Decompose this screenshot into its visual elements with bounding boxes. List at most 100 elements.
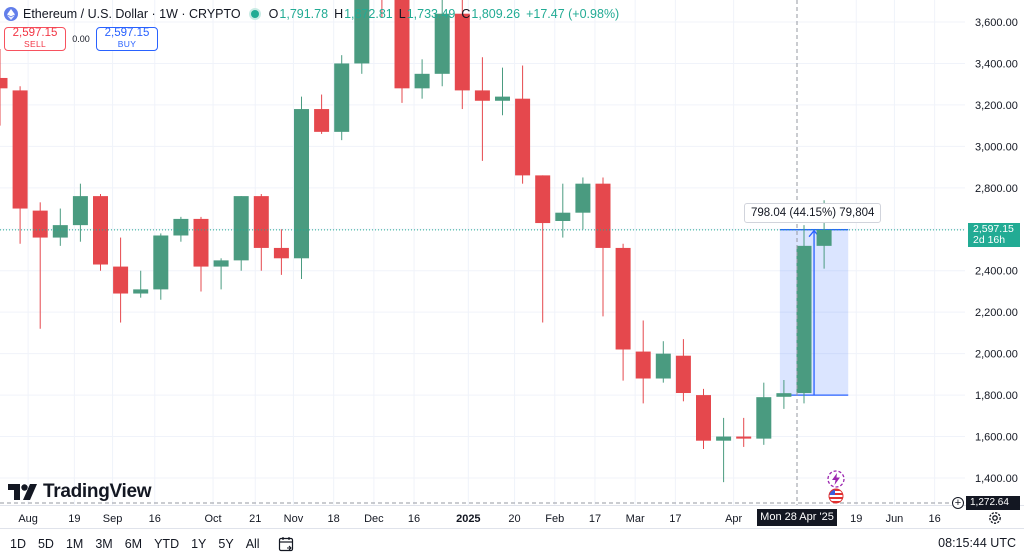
candle-up — [334, 55, 350, 141]
chart-canvas[interactable]: 3,600.00 3,400.00 3,200.00 3,000.00 2,800.00… — [0, 0, 1024, 528]
candle-up — [716, 417, 732, 483]
x-tick-label: 16 — [149, 513, 161, 525]
tradingview-logo[interactable]: TradingView — [8, 481, 152, 503]
candle-down — [515, 65, 531, 184]
candle-body — [555, 212, 571, 221]
y-tick-label: 1,600.00 — [975, 432, 1018, 444]
bar-countdown: 2d 16h — [973, 234, 1006, 246]
utc-clock[interactable]: 08:15:44 UTC — [938, 536, 1016, 550]
timeframe-ytd[interactable]: YTD — [154, 536, 180, 551]
candle-body — [756, 397, 772, 439]
timeframe-1m[interactable]: 1M — [65, 536, 84, 551]
candle-body — [12, 90, 28, 209]
candle-body — [595, 183, 611, 248]
candle-up — [414, 59, 430, 99]
timeframe-6m[interactable]: 6M — [124, 536, 143, 551]
close-value: 1,809.26 — [471, 7, 521, 21]
buy-price: 2,597.15 — [104, 27, 150, 39]
bottom-toolbar: 1D 5D 1M 3M 6M YTD 1Y 5Y All 08:15:44 UT… — [0, 528, 1024, 558]
calendar-icon[interactable] — [278, 536, 294, 552]
us-flag-event-icon[interactable] — [828, 488, 844, 509]
candle-body — [515, 98, 531, 176]
change-value: +17.47 (+0.98%) — [526, 7, 620, 21]
candle-up — [153, 233, 169, 300]
gear-icon[interactable] — [988, 511, 1002, 530]
candle-body — [193, 218, 209, 267]
candle-down — [474, 57, 490, 161]
candle-body — [796, 245, 812, 394]
candle-down — [253, 194, 269, 271]
x-tick-label: 19 — [68, 513, 80, 525]
y-tick-label: 2,800.00 — [975, 183, 1018, 195]
open-label: O — [268, 7, 279, 21]
candle-up — [756, 382, 772, 445]
candle-down — [273, 229, 289, 275]
x-tick-label: 16 — [929, 513, 941, 525]
last-price: 2,597.15 — [973, 223, 1014, 235]
candle-up — [495, 67, 510, 116]
y-tick-label: 2,000.00 — [975, 349, 1018, 361]
grid-lines — [0, 0, 1024, 506]
y-tick-label: 2,200.00 — [975, 307, 1018, 319]
candle-down — [535, 175, 551, 323]
x-tick-label: 17 — [589, 513, 601, 525]
brand-name: TradingView — [43, 481, 152, 502]
time-axis[interactable]: Aug 19 Sep 16 Oct 21 Nov 18 Dec 16 2025 20 Feb 17 Mar 1… — [18, 513, 940, 525]
x-tick-label: Dec — [364, 513, 384, 525]
measure-label: 798.04 (44.15%) 79,804 — [744, 203, 882, 223]
price-axis[interactable]: 3,600.00 3,400.00 3,200.00 3,000.00 2,800.00… — [975, 17, 1018, 485]
candle-body — [635, 351, 651, 379]
candle-body — [575, 183, 591, 213]
sell-label: SELL — [24, 39, 46, 49]
ethereum-icon — [4, 7, 18, 21]
candle-up — [72, 183, 88, 242]
crosshair-date-tag: Mon 28 Apr '25 — [757, 509, 837, 526]
candle-down — [635, 320, 651, 404]
low-label: L — [398, 7, 406, 21]
y-tick-label: 3,600.00 — [975, 17, 1018, 29]
timeframe-1y[interactable]: 1Y — [191, 536, 207, 551]
timeframe-5y[interactable]: 5Y — [218, 536, 234, 551]
candle-body — [675, 355, 691, 394]
candle-body — [696, 395, 711, 441]
buy-button[interactable]: 2,597.15 BUY — [96, 27, 158, 51]
sell-button[interactable]: 2,597.15 SELL — [4, 27, 66, 51]
x-tick-label: Sep — [103, 513, 123, 525]
measure-range[interactable] — [779, 229, 849, 396]
candle-body — [213, 260, 229, 267]
candle-body — [495, 96, 510, 101]
candle-down — [595, 177, 611, 317]
candle-up — [575, 177, 591, 230]
x-tick-label: Apr — [725, 513, 742, 525]
candle-body — [414, 73, 430, 89]
candle-body — [655, 353, 671, 379]
candle-up — [233, 196, 249, 271]
timeframe-1d[interactable]: 1D — [10, 536, 26, 551]
add-alert-plus-icon[interactable]: + — [952, 497, 964, 509]
candle-body — [32, 210, 48, 238]
candle-body — [133, 289, 149, 294]
candle-down — [381, 0, 383, 18]
candle-body — [334, 63, 350, 132]
overlay-lines — [0, 0, 965, 505]
timeframe-5d[interactable]: 5D — [37, 536, 54, 551]
tradingview-logo-icon — [8, 484, 37, 500]
candle-down — [736, 417, 752, 447]
candle-up — [796, 225, 812, 404]
market-open-icon — [250, 10, 259, 18]
candle-up — [213, 258, 229, 290]
candle-body — [314, 109, 330, 132]
buy-label: BUY — [117, 39, 137, 49]
high-value: 1,872.81 — [344, 7, 393, 21]
high-label: H — [334, 7, 344, 21]
timeframe-all[interactable]: All — [245, 536, 260, 551]
symbol-title[interactable]: Ethereum / U.S. Dollar · 1W · CRYPTO — [23, 7, 241, 21]
x-tick-label: 21 — [249, 513, 261, 525]
last-price-tag: 2,597.15 2d 16h — [968, 223, 1020, 247]
candle-down — [12, 86, 28, 244]
lightning-event-icon[interactable] — [826, 470, 846, 493]
timeframe-3m[interactable]: 3M — [95, 536, 113, 551]
candle-down — [314, 94, 330, 134]
candle-up — [776, 379, 792, 409]
candle-body — [153, 235, 169, 290]
